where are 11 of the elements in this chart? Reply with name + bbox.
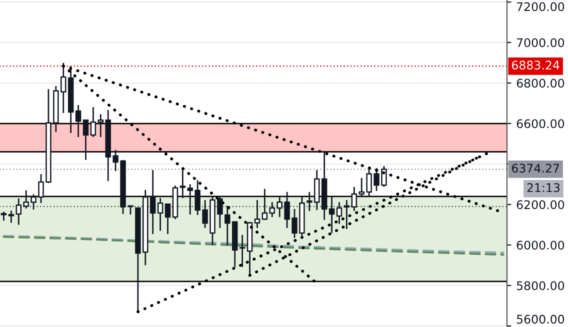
y-tick-label: 7200.00 xyxy=(516,2,564,12)
y-tick-label: 7000.00 xyxy=(516,38,564,48)
ref-line-label: 6883.24 xyxy=(512,60,560,70)
y-tick-label: 5800.00 xyxy=(516,281,564,290)
y-tick-label: 6000.00 xyxy=(516,240,564,250)
y-tick-label: 5600.00 xyxy=(516,314,564,324)
y-tick-label: 6600.00 xyxy=(516,119,564,128)
y-tick-label: 6200.00 xyxy=(516,200,564,210)
text: 21:13 xyxy=(527,183,560,192)
y-tick-label: 6800.00 xyxy=(516,78,564,88)
ref-line-label: 6374.27 xyxy=(512,164,559,173)
